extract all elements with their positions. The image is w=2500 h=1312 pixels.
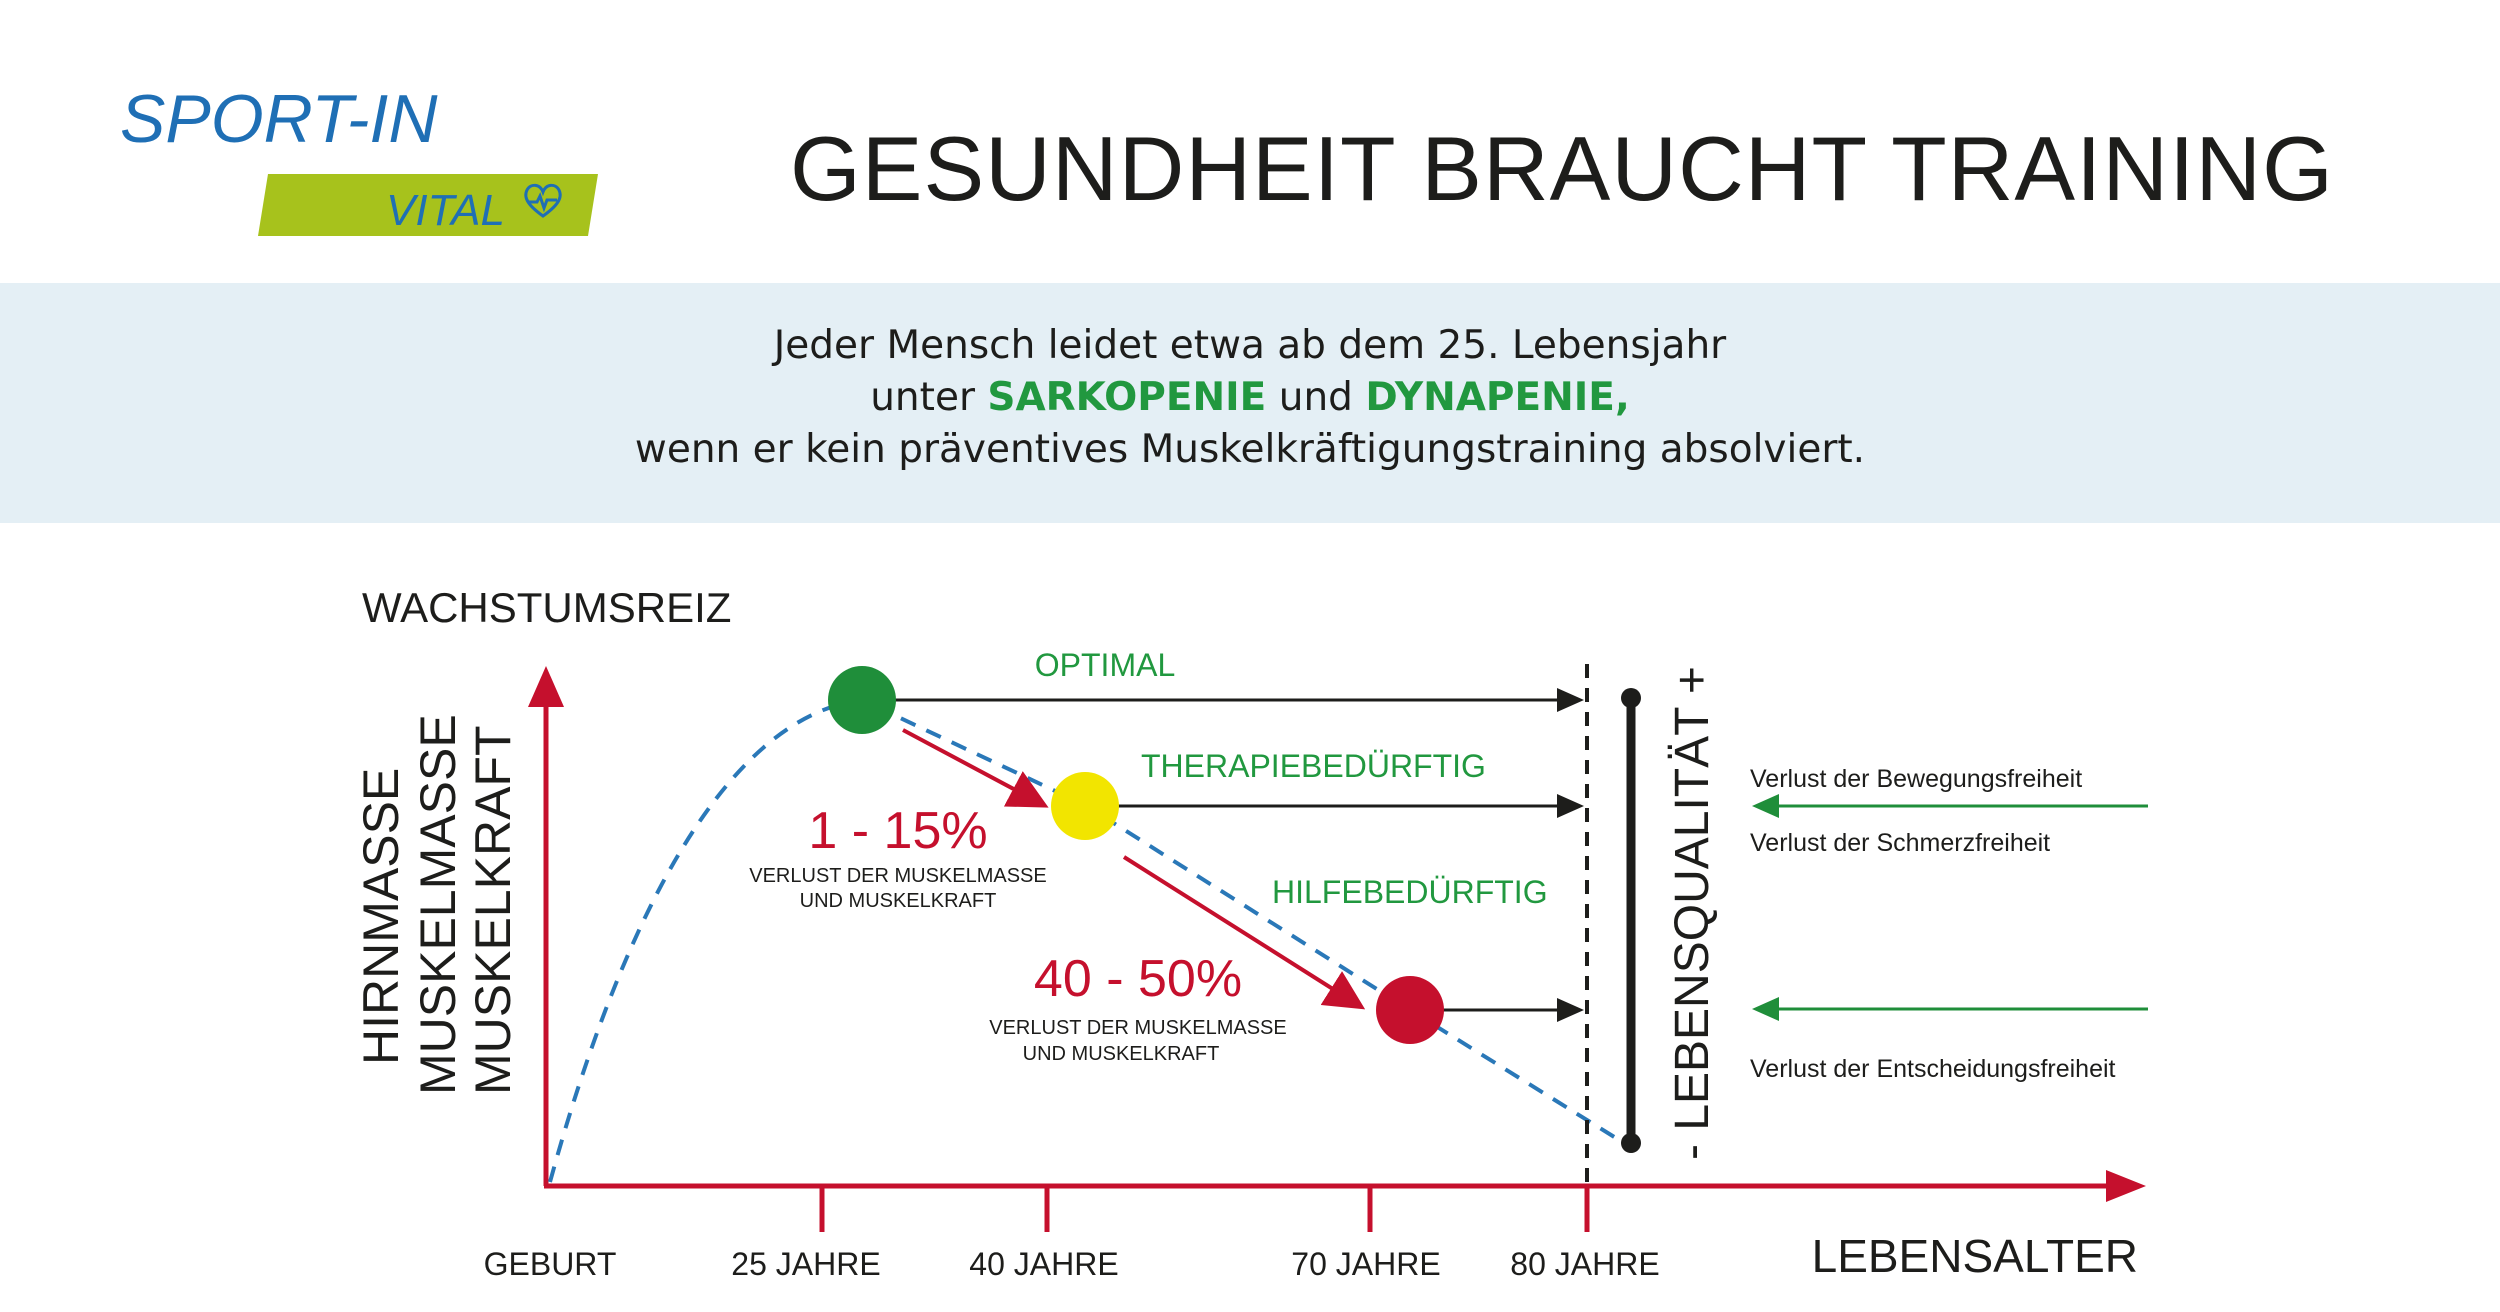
freedom-label-pain: Verlust der Schmerzfreiheit — [1750, 829, 2050, 857]
logo-sub: VITAL — [386, 186, 505, 235]
term-sarkopenie: SARKOPENIE — [987, 375, 1267, 420]
freedom-label-decision: Verlust der Entscheidungsfreiheit — [1750, 1055, 2116, 1083]
heart-pulse-icon — [524, 183, 562, 218]
loss-1-percent: 1 - 15% — [808, 802, 987, 860]
loss-2-line1: VERLUST DER MUSKELMASSE — [989, 1017, 1287, 1039]
tick-label-geburt: GEBURT — [484, 1246, 617, 1282]
y-label-muskelkraft: MUSKELKRAFT — [465, 725, 521, 1095]
x-axis-title: LEBENSALTER — [1812, 1230, 2138, 1282]
logo-lime-bar — [258, 174, 598, 236]
freedom-label-movement: Verlust der Bewegungsfreiheit — [1750, 765, 2082, 793]
y-label-hirnmasse: HIRNMASSE — [353, 768, 409, 1065]
state-dot-hilfe — [1376, 976, 1444, 1044]
tick-label-70: 70 JAHRE — [1291, 1246, 1440, 1282]
term-dynapenie: DYNAPENIE, — [1365, 375, 1630, 420]
loss-1-line2: UND MUSKELKRAFT — [800, 890, 997, 912]
page-title: GESUNDHEIT BRAUCHT TRAINING — [790, 119, 2334, 220]
state-dot-optimal — [828, 666, 896, 734]
logo-brand: SPORT-IN — [120, 90, 438, 157]
y-axis-arrowhead — [528, 666, 564, 707]
quality-scale-top — [1621, 688, 1641, 708]
state-label-optimal: OPTIMAL — [1035, 647, 1175, 683]
loss-2-percent: 40 - 50% — [1034, 950, 1242, 1008]
banner-line-2: unter SARKOPENIE und DYNAPENIE, — [0, 375, 2500, 420]
loss-2-line2: UND MUSKELKRAFT — [1023, 1043, 1220, 1065]
header: SPORT-IN VITAL GESUNDHEIT BRAUCHT TRAINI… — [0, 0, 2500, 283]
tick-label-40: 40 JAHRE — [969, 1246, 1118, 1282]
tick-label-80: 80 JAHRE — [1510, 1246, 1659, 1282]
state-label-therapie: THERAPIEBEDÜRFTIG — [1141, 748, 1486, 784]
y-axis-title: WACHSTUMSREIZ — [362, 584, 731, 631]
x-axis-arrowhead — [2106, 1170, 2146, 1202]
tick-label-25: 25 JAHRE — [731, 1246, 880, 1282]
banner-line-2-prefix: unter — [870, 375, 988, 420]
banner-line-2-mid: und — [1266, 375, 1366, 420]
arrow-decline-2 — [1122, 855, 1366, 1010]
quality-scale-bottom — [1621, 1133, 1641, 1153]
growth-curve — [548, 697, 1634, 1183]
banner-line-1: Jeder Mensch leidet etwa ab dem 25. Lebe… — [773, 323, 1727, 368]
sport-in-vital-logo[interactable]: SPORT-IN VITAL — [118, 90, 608, 240]
quality-label: - LEBENSQUALITÄT + — [1666, 666, 1719, 1160]
banner-line-3: wenn er kein präventives Muskelkräftigun… — [634, 427, 1866, 472]
arrow-decline-1 — [902, 728, 1049, 808]
state-label-hilfe: HILFEBEDÜRFTIG — [1272, 874, 1548, 910]
intro-banner: Jeder Mensch leidet etwa ab dem 25. Lebe… — [0, 283, 2500, 523]
y-label-muskelmasse: MUSKELMASSE — [410, 714, 466, 1095]
loss-1-line1: VERLUST DER MUSKELMASSE — [749, 865, 1047, 887]
state-dot-therapie — [1051, 772, 1119, 840]
